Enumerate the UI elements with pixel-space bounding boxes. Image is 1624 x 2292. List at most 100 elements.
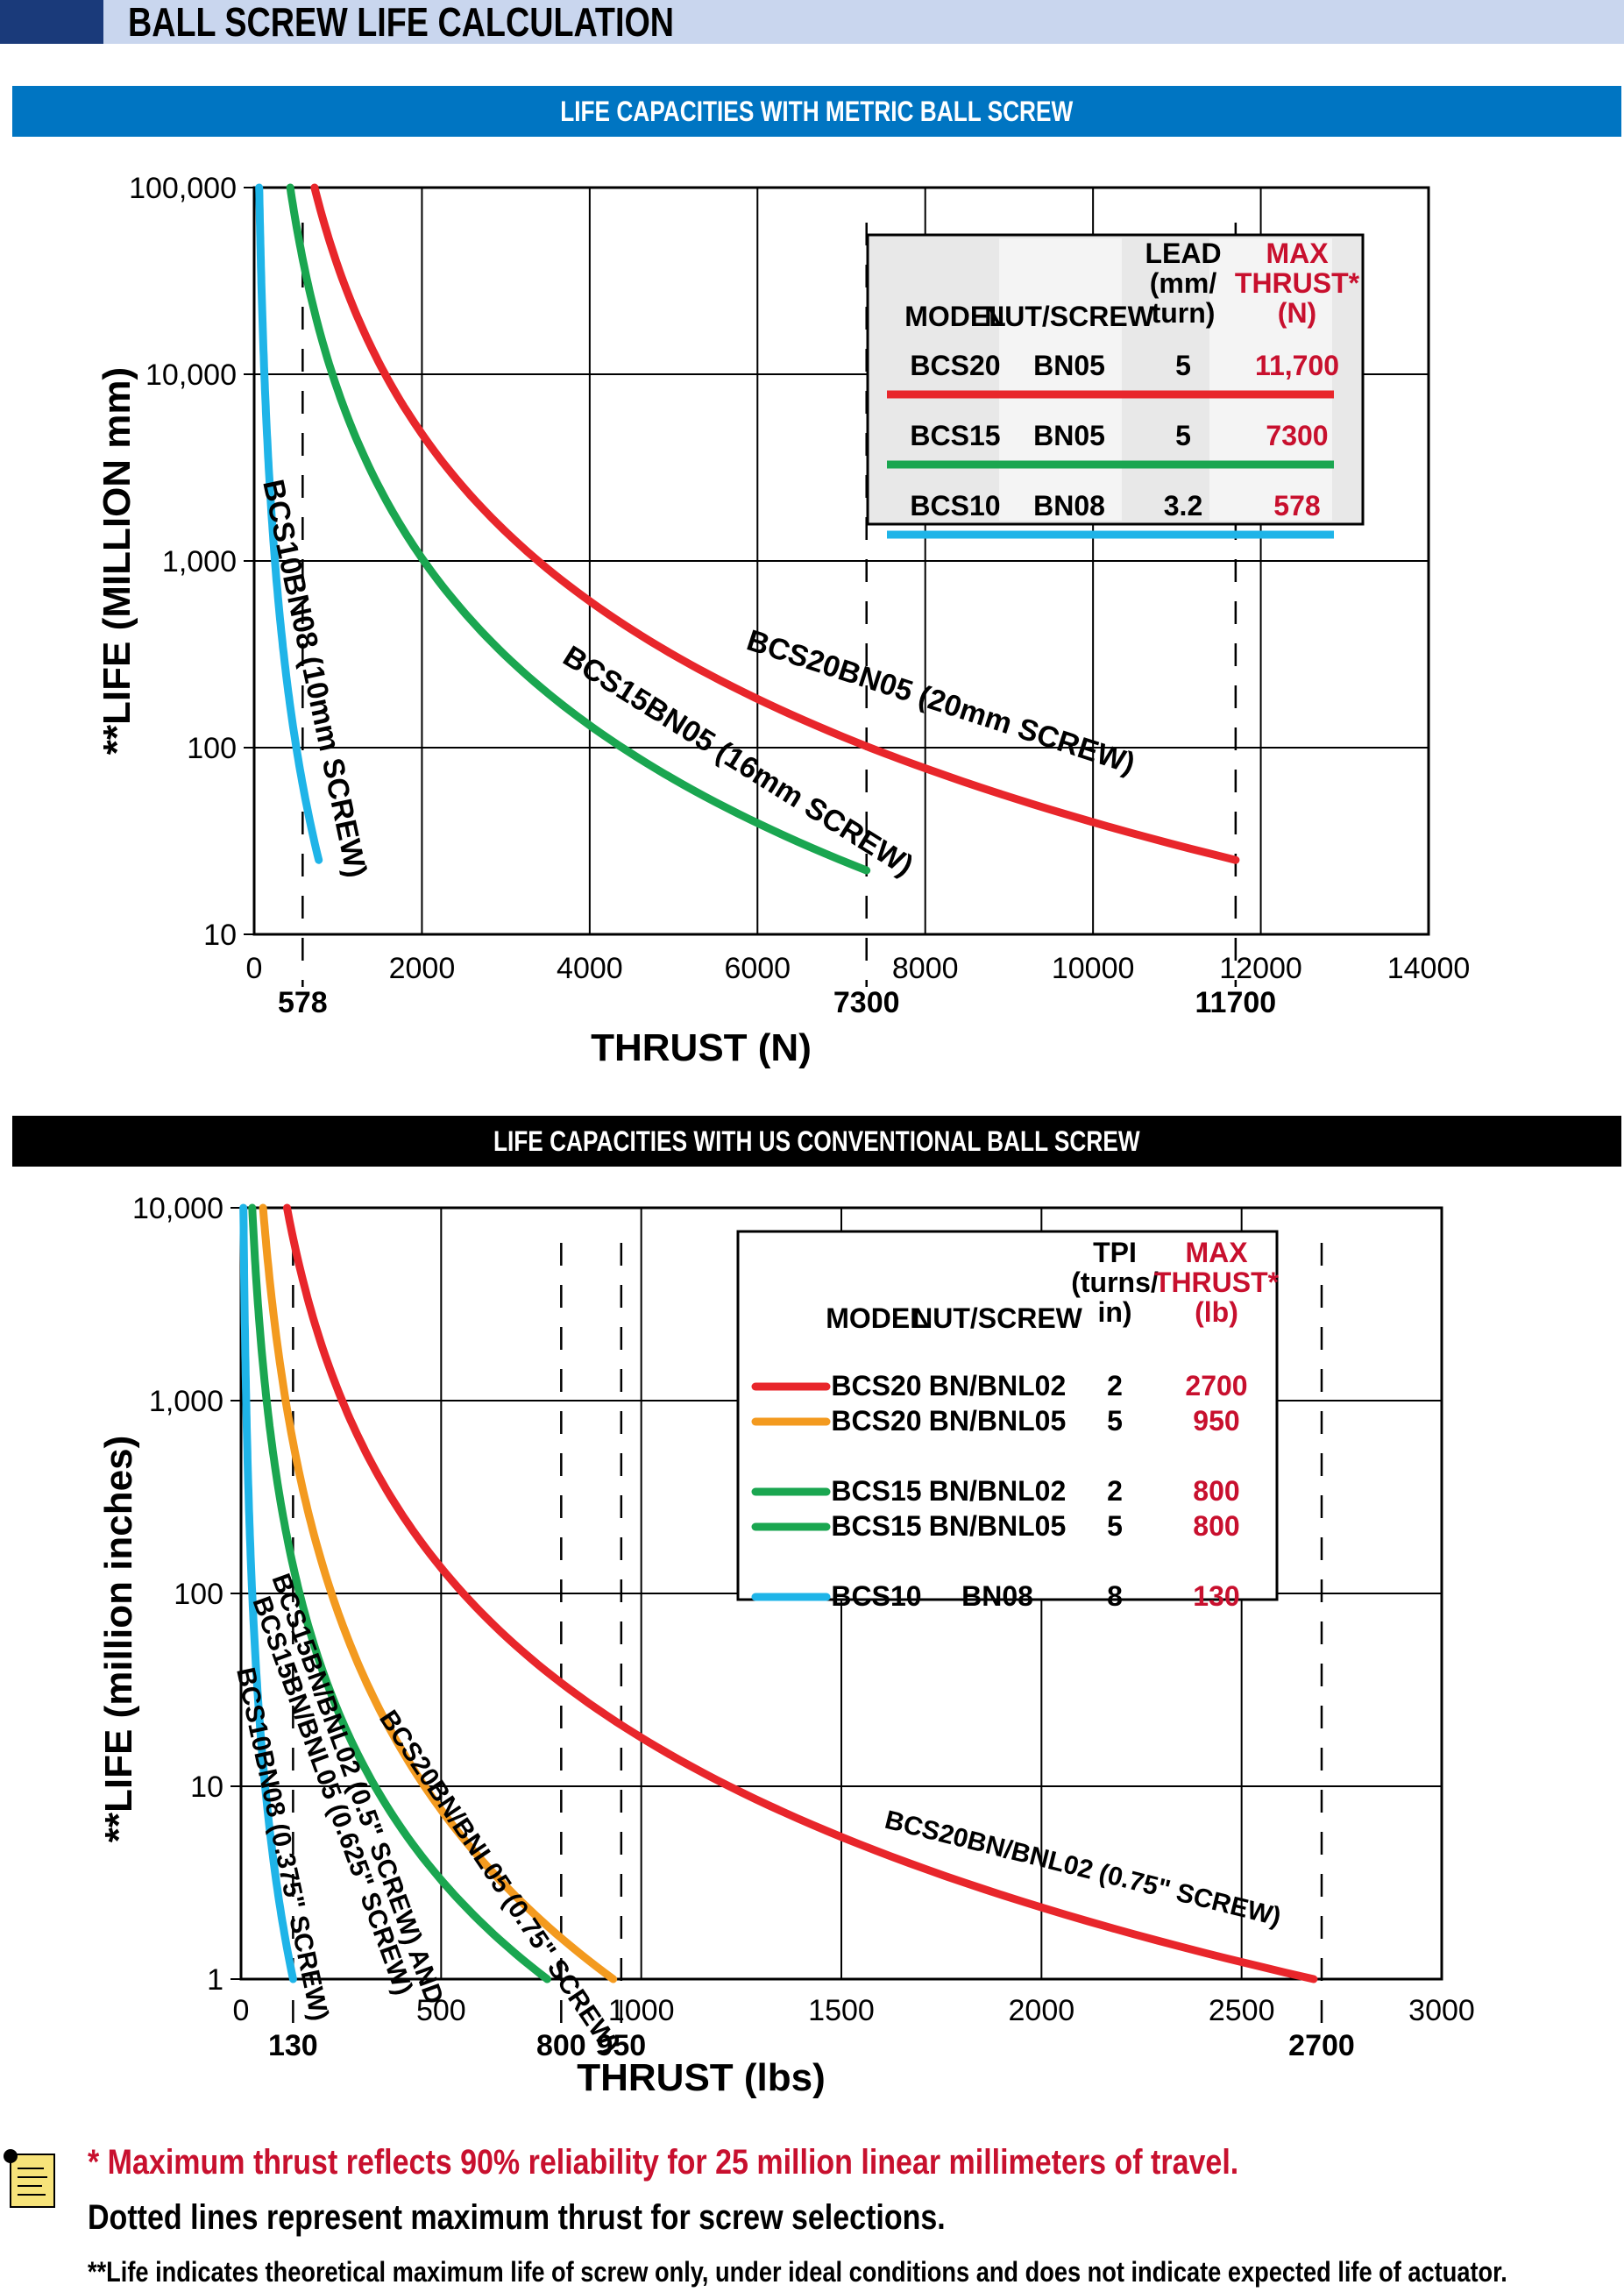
series-line-cyan [255, 183, 323, 864]
y-tick-label: 10 [190, 1770, 223, 1804]
series-line-green [286, 183, 871, 875]
x-tick-label: 1000 [608, 1994, 675, 2027]
x-tick-label: 3000 [1408, 1994, 1475, 2027]
x-tick-label: 10000 [1052, 952, 1135, 985]
legend-lead: 3.2 [1164, 490, 1202, 522]
legend-max-thrust: 800 [1193, 1475, 1239, 1507]
metric-life-chart: 0 2000 4000 6000 8000 10000 12000 14000 10 100 1,0… [96, 172, 1471, 1069]
series-line-orange [259, 1203, 618, 1983]
section-title-us: LIFE CAPACITIES WITH US CONVENTIONAL BAL… [493, 1125, 1140, 1157]
footnote-max-thrust: * Maximum thrust reflects 90% reliabilit… [88, 2143, 1239, 2182]
legend-lead: 5 [1175, 350, 1191, 381]
x-tick-label: 1500 [808, 1994, 875, 2027]
legend-nut: BN/BNL02 [929, 1475, 1066, 1507]
series-line-red [283, 1203, 1318, 1983]
legend-max-thrust: 800 [1193, 1510, 1239, 1542]
note-icon [4, 2149, 55, 2208]
y-tick-label: 10,000 [132, 1192, 223, 1225]
y-tick-label: 1 [207, 1963, 223, 1997]
legend-max-thrust: 11,700 [1255, 350, 1339, 381]
legend-model: BCS20 [831, 1405, 921, 1437]
legend-lead: 5 [1107, 1405, 1123, 1437]
y-tick-label: 10 [203, 919, 237, 952]
legend-header-lead: LEAD [1145, 238, 1221, 269]
x-axis-label: THRUST (N) [591, 1026, 812, 1069]
series-line-red [310, 183, 1240, 864]
legend-header-lead: turn) [1152, 297, 1216, 329]
legend-header-max: MAX [1185, 1237, 1248, 1268]
x-tick-label: 4000 [557, 952, 623, 985]
y-axis-label: **LIFE (MILLION mm) [96, 367, 138, 755]
title-accent [0, 0, 103, 44]
legend-nut: BN/BNL05 [929, 1405, 1066, 1437]
x-axis-label: THRUST (lbs) [577, 2056, 826, 2099]
y-tick-label: 100 [174, 1578, 223, 1611]
legend-model: BCS15 [831, 1475, 921, 1507]
section-header-metric: LIFE CAPACITIES WITH METRIC BALL SCREW [12, 86, 1621, 137]
section-title-metric: LIFE CAPACITIES WITH METRIC BALL SCREW [560, 96, 1074, 127]
x-tick-label: 12000 [1219, 952, 1302, 985]
legend-header-nut: NUT/SCREW [912, 1302, 1083, 1334]
x-tick-label: 2000 [389, 952, 456, 985]
legend-lead: 5 [1175, 420, 1191, 451]
plot-frame [239, 1206, 1443, 1981]
legend-header-model: MODEL [904, 301, 1006, 332]
x-tick-label: 0 [233, 1994, 250, 2027]
y-tick-label: 100 [187, 732, 237, 765]
x-tick-label: 14000 [1387, 952, 1471, 985]
x-tick-label: 500 [416, 1994, 466, 2027]
page-title: BALL SCREW LIFE CALCULATION [128, 0, 675, 45]
legend-max-thrust: 578 [1273, 490, 1320, 522]
legend-column-shade [999, 238, 1122, 521]
legend-model: BCS15 [831, 1510, 921, 1542]
x-tick-label: 2500 [1209, 1994, 1275, 2027]
legend-header-lead: (mm/ [1150, 267, 1217, 299]
legend-max-thrust: 7300 [1266, 420, 1328, 451]
legend-header-nut: NUT/SCREW [984, 301, 1155, 332]
legend-lead: 8 [1107, 1580, 1123, 1612]
legend-header-lead: in) [1097, 1296, 1131, 1328]
legend-model: BCS15 [910, 420, 1000, 451]
series-annotation: BCS10BN08 (10mm SCREW) [256, 477, 372, 881]
section-header-us: LIFE CAPACITIES WITH US CONVENTIONAL BAL… [12, 1116, 1621, 1167]
legend-model: BCS10 [910, 490, 1000, 522]
legend-header-lead: TPI [1093, 1237, 1137, 1268]
max-thrust-label: 7300 [833, 986, 900, 1019]
legend-header-max: (lb) [1195, 1296, 1238, 1328]
legend-nut: BN05 [1033, 420, 1105, 451]
plot-frame [252, 186, 1430, 936]
legend-nut: BN/BNL02 [929, 1370, 1066, 1401]
series-annotation: BCS20BN/BNL05 (0.75" SCREW) [373, 1705, 625, 2058]
series-annotation: BCS20BN05 (20mm SCREW) [743, 623, 1139, 780]
legend-model: BCS20 [910, 350, 1000, 381]
x-tick-label: 6000 [724, 952, 791, 985]
legend-nut: BN08 [1033, 490, 1105, 522]
max-thrust-label: 578 [278, 986, 328, 1019]
legend-box [736, 1230, 1279, 1601]
y-tick-label: 1,000 [149, 1385, 223, 1418]
footnote-life: **Life indicates theoretical maximum lif… [88, 2256, 1507, 2288]
y-axis-label: **LIFE (million inches) [97, 1436, 140, 1843]
legend-lead: 5 [1107, 1510, 1123, 1542]
max-thrust-label: 800 [536, 2029, 586, 2062]
x-tick-label: 0 [246, 952, 263, 985]
max-thrust-label: 2700 [1288, 2029, 1355, 2062]
legend-max-thrust: 950 [1193, 1405, 1239, 1437]
legend-model: BCS20 [831, 1370, 921, 1401]
y-tick-label: 100,000 [129, 172, 237, 205]
legend-nut: BN05 [1033, 350, 1105, 381]
legend-header-max: THRUST* [1235, 267, 1360, 299]
series-line-cyan [239, 1203, 297, 1983]
series-line-green [248, 1203, 551, 1983]
legend-header-max: (N) [1278, 297, 1316, 329]
x-tick-label: 8000 [892, 952, 959, 985]
max-thrust-label: 130 [268, 2029, 318, 2062]
legend-nut: BN/BNL05 [929, 1510, 1066, 1542]
legend-header-max: MAX [1266, 238, 1329, 269]
max-thrust-label: 950 [596, 2029, 646, 2062]
max-thrust-label: 11700 [1195, 986, 1277, 1019]
y-tick-label: 1,000 [162, 545, 237, 578]
series-annotation: BCS20BN/BNL02 (0.75" SCREW) [882, 1806, 1284, 1932]
title-bar [0, 0, 1624, 44]
legend-header-max: THRUST* [1154, 1267, 1280, 1298]
